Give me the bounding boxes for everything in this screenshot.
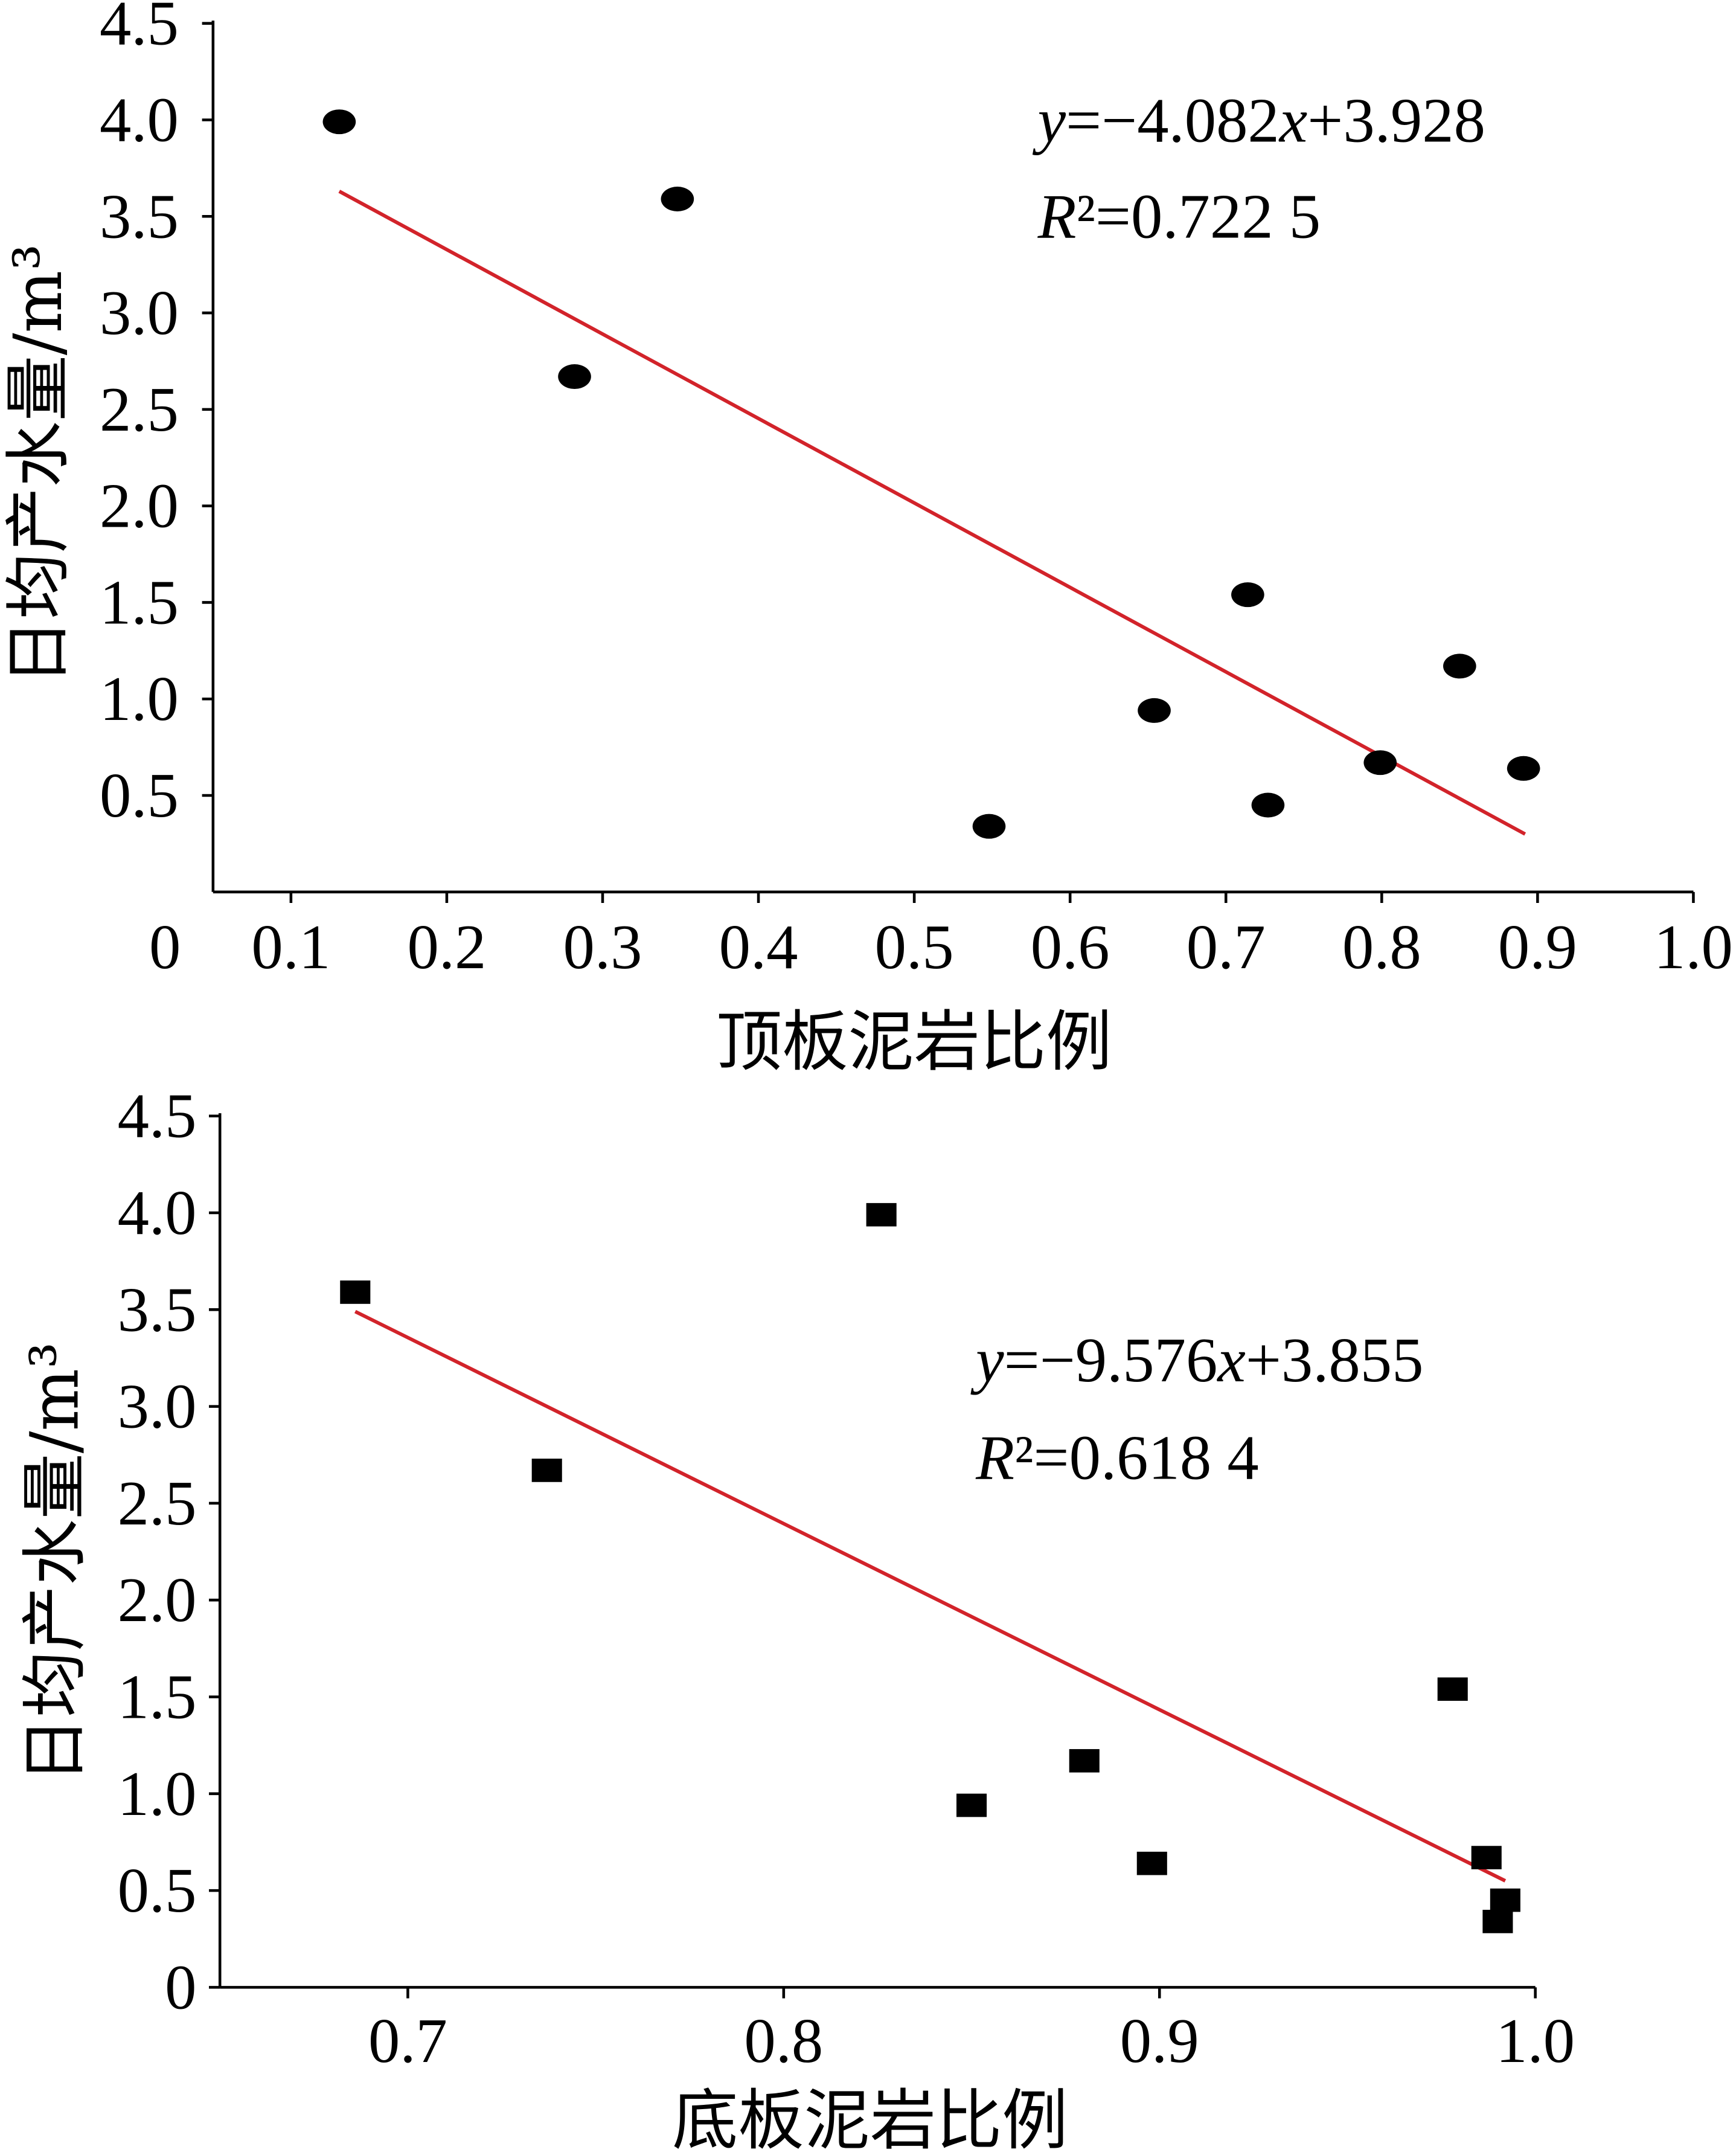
y-tick-label: 0 [165, 1952, 196, 2022]
data-point [1443, 654, 1476, 679]
data-point [1231, 582, 1264, 608]
regression-equation: y=−4.082x+3.928 [1033, 85, 1485, 155]
data-point [1471, 1846, 1502, 1869]
y-tick-label: 3.5 [100, 181, 179, 251]
y-tick-label: 3.0 [118, 1372, 197, 1442]
data-point [1138, 698, 1171, 723]
r-squared-label: R²=0.722 5 [1037, 182, 1321, 252]
data-point [1490, 1888, 1520, 1912]
x-axis-title: 底板泥岩比例 [672, 2083, 1068, 2155]
y-tick-label: 2.0 [118, 1565, 197, 1635]
y-tick-label: 2.5 [118, 1468, 197, 1538]
chart-floor-mudstone-ratio: 0 0.5 1.0 1.5 2.0 2.5 3.0 3.5 4.0 4.5 0.7 0.8 0.9 1.0… [17, 1081, 1575, 2155]
y-tick-label: 1.0 [100, 664, 179, 734]
y-tick-label: 4.5 [118, 1081, 197, 1151]
data-point [531, 1459, 562, 1482]
x-tick-label: 0.8 [1342, 912, 1421, 982]
data-point [1136, 1851, 1167, 1875]
trend-line [338, 190, 1526, 836]
data-point [558, 364, 591, 389]
y-tick-label: 3.5 [118, 1274, 197, 1344]
y-tick-label: 4.0 [100, 85, 179, 155]
x-axis-title: 顶板泥岩比例 [716, 1003, 1112, 1080]
x-tick-label: 0.7 [1187, 912, 1266, 982]
data-point [661, 187, 694, 211]
x-tick-label: 0.2 [407, 912, 486, 982]
trend-line [354, 1309, 1507, 1883]
chart-roof-mudstone-ratio: 0.5 1.0 1.5 2.0 2.5 3.0 3.5 4.0 4.5 0 0.1 0.2 0.3 0.4… [0, 0, 1733, 1080]
x-tick-label: 0.9 [1120, 2006, 1199, 2076]
x-tick-label: 0 [149, 912, 181, 982]
data-point [322, 109, 356, 135]
x-tick-label: 1.0 [1496, 2006, 1575, 2076]
y-tick-label: 1.5 [118, 1662, 197, 1732]
y-tick-label: 1.0 [118, 1759, 197, 1829]
y-tick-label: 4.5 [100, 0, 179, 59]
y-axis-title: 日均产水量/m³ [0, 244, 77, 685]
x-tick-label: 0.5 [875, 912, 954, 982]
y-tick-label: 4.0 [118, 1178, 197, 1248]
x-tick-label: 0.4 [719, 912, 798, 982]
y-tick-label: 2.5 [100, 374, 179, 445]
regression-equation: y=−9.576x+3.855 [970, 1325, 1423, 1395]
y-axis-title: 日均产水量/m³ [17, 1342, 94, 1783]
data-point [956, 1793, 987, 1817]
x-tick-label: 0.3 [563, 912, 642, 982]
data-point [972, 814, 1006, 839]
data-point [340, 1280, 371, 1304]
x-tick-label: 0.9 [1498, 912, 1577, 982]
data-point [1251, 792, 1285, 818]
data-point [866, 1203, 897, 1227]
y-tick-label: 0.5 [100, 760, 179, 830]
x-tick-label: 0.6 [1031, 912, 1110, 982]
data-point [1507, 756, 1540, 781]
y-tick-label: 0.5 [118, 1855, 197, 1925]
x-tick-label: 0.8 [744, 2006, 823, 2076]
data-point [1482, 1910, 1513, 1933]
y-tick-label: 3.0 [100, 278, 179, 348]
r-squared-label: R²=0.618 4 [975, 1422, 1259, 1492]
data-point [1437, 1677, 1468, 1701]
x-tick-label: 1.0 [1654, 912, 1733, 982]
x-tick-label: 0.1 [251, 912, 330, 982]
y-tick-label: 2.0 [100, 471, 179, 541]
y-tick-label: 1.5 [100, 567, 179, 637]
x-tick-label: 0.7 [368, 2006, 447, 2076]
data-point [1363, 750, 1397, 776]
data-point [1069, 1749, 1100, 1773]
